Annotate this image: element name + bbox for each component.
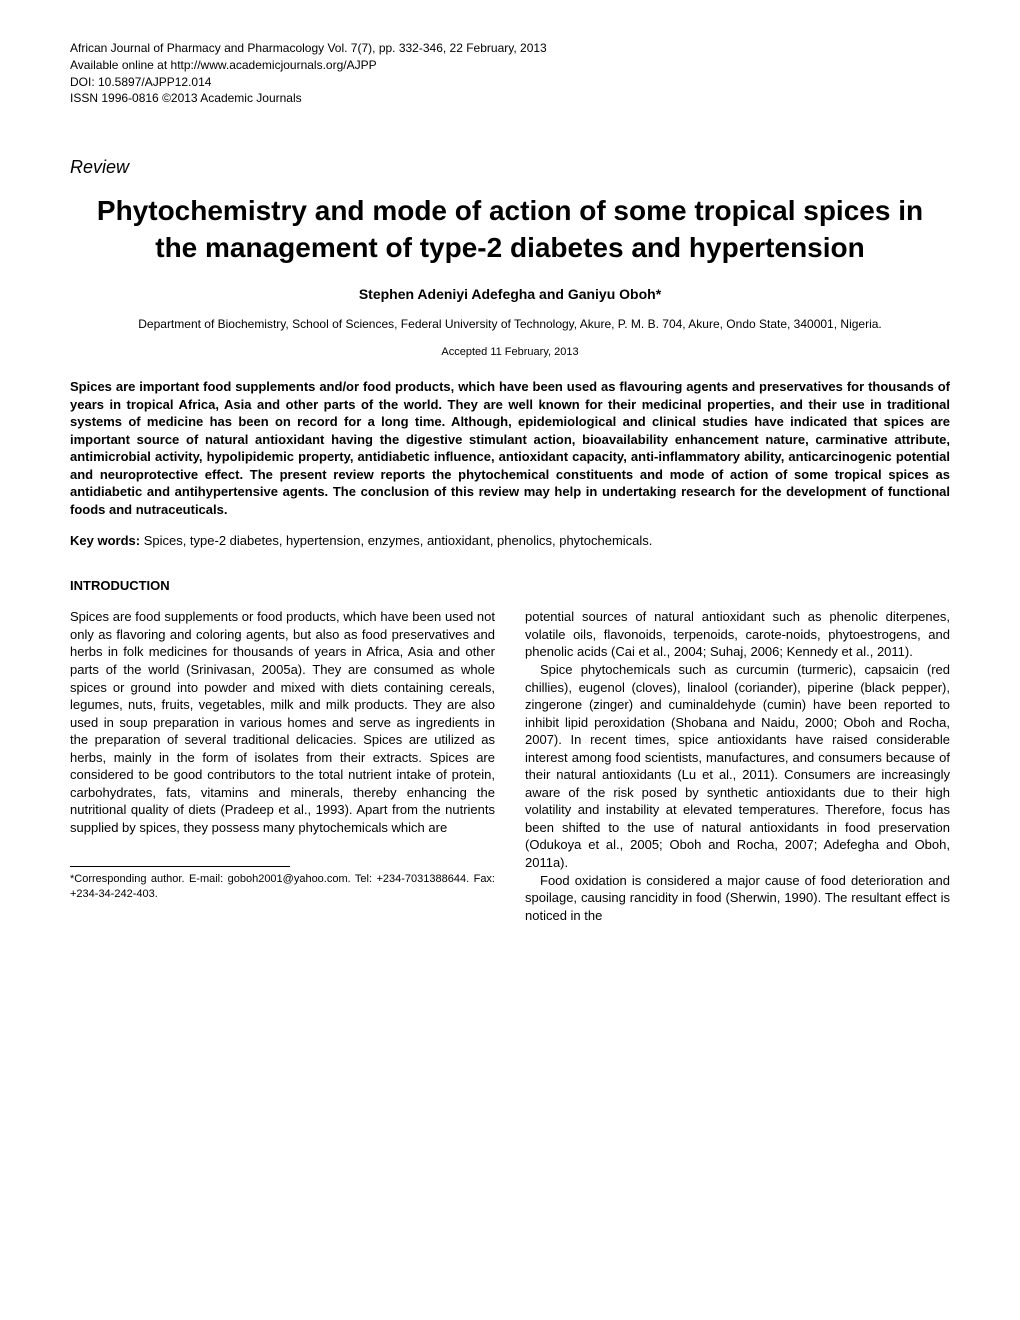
header-line: Available online at http://www.academicj… (70, 57, 950, 74)
column-left: Spices are food supplements or food prod… (70, 608, 495, 924)
footnote-divider (70, 866, 290, 867)
corresponding-author-footnote: *Corresponding author. E-mail: goboh2001… (70, 872, 495, 901)
accepted-date: Accepted 11 February, 2013 (70, 346, 950, 358)
column-right: potential sources of natural antioxidant… (525, 608, 950, 924)
body-paragraph: Spices are food supplements or food prod… (70, 608, 495, 836)
keywords-label: Key words: (70, 533, 140, 548)
body-columns: Spices are food supplements or food prod… (70, 608, 950, 924)
abstract: Spices are important food supplements an… (70, 378, 950, 518)
article-type: Review (70, 157, 950, 178)
header-line: ISSN 1996-0816 ©2013 Academic Journals (70, 90, 950, 107)
header-line: DOI: 10.5897/AJPP12.014 (70, 74, 950, 91)
keywords-text: Spices, type-2 diabetes, hypertension, e… (140, 533, 652, 548)
article-title: Phytochemistry and mode of action of som… (70, 193, 950, 266)
authors: Stephen Adeniyi Adefegha and Ganiyu Oboh… (70, 286, 950, 302)
body-paragraph: Spice phytochemicals such as curcumin (t… (525, 661, 950, 872)
header-line: African Journal of Pharmacy and Pharmaco… (70, 40, 950, 57)
body-paragraph: Food oxidation is considered a major cau… (525, 872, 950, 925)
affiliation: Department of Biochemistry, School of Sc… (70, 317, 950, 331)
section-heading: INTRODUCTION (70, 578, 950, 593)
journal-header: African Journal of Pharmacy and Pharmaco… (70, 40, 950, 107)
body-paragraph: potential sources of natural antioxidant… (525, 608, 950, 661)
keywords: Key words: Spices, type-2 diabetes, hype… (70, 533, 950, 548)
